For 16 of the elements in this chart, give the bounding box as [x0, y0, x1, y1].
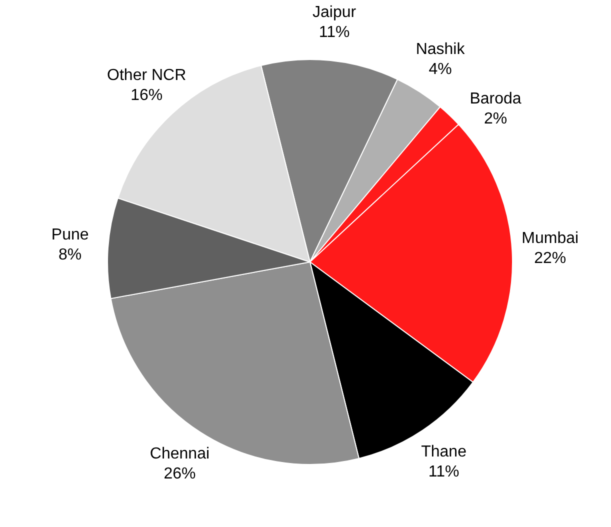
- data-label: 8%: [58, 246, 82, 264]
- data-label: 11%: [318, 24, 350, 42]
- slice-label: Thane: [421, 443, 467, 460]
- data-label: 16%: [130, 86, 163, 104]
- slice-label: Chennai: [150, 446, 210, 463]
- data-label: 11%: [428, 463, 460, 480]
- slice-label: Pune: [51, 226, 89, 244]
- data-label: 4%: [428, 61, 452, 78]
- slice-label: Nashik: [416, 41, 466, 58]
- slice-label: Mumbai: [522, 230, 579, 247]
- data-label: 22%: [534, 250, 566, 267]
- slice-label: Other NCR: [107, 66, 186, 84]
- data-label: 2%: [484, 110, 508, 128]
- slice-label: Baroda: [470, 90, 522, 108]
- data-label: 26%: [164, 466, 196, 483]
- slice-label: Jaipur: [312, 4, 357, 22]
